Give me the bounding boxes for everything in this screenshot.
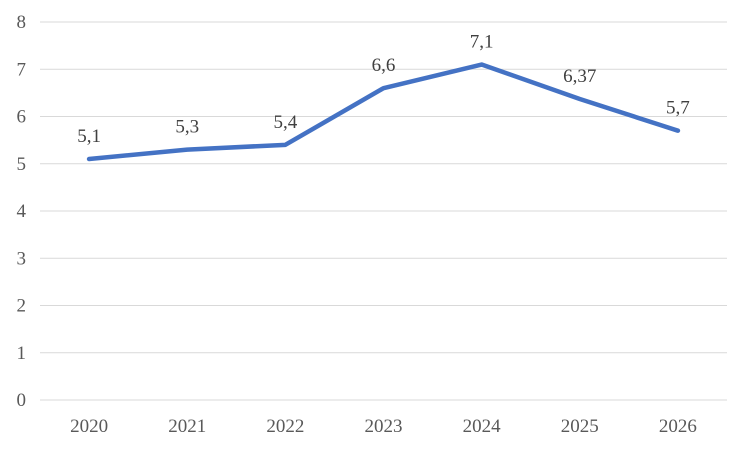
y-tick-label: 5 [17, 154, 27, 175]
x-tick-label: 2022 [266, 416, 304, 437]
x-tick-label: 2023 [365, 416, 403, 437]
data-point-label: 5,4 [273, 112, 297, 133]
data-labels-group: 5,1 5,3 5,4 6,6 7,1 6,37 5,7 [77, 32, 690, 147]
data-point-label: 5,3 [175, 117, 199, 138]
data-point-label: 6,37 [563, 66, 596, 87]
x-tick-label: 2021 [168, 416, 206, 437]
x-axis-labels-group: 2020 2021 2022 2023 2024 2025 2026 [70, 416, 697, 437]
x-tick-label: 2025 [561, 416, 599, 437]
data-point-label: 5,7 [666, 98, 690, 119]
gridlines-group [40, 21, 727, 401]
series-line [86, 62, 681, 162]
data-point-label: 7,1 [470, 32, 494, 53]
x-tick-label: 2024 [463, 416, 502, 437]
y-tick-label: 6 [17, 107, 27, 128]
x-tick-label: 2020 [70, 416, 108, 437]
y-tick-label: 0 [17, 390, 27, 411]
y-tick-label: 2 [17, 296, 27, 317]
y-tick-label: 7 [17, 59, 27, 80]
y-tick-label: 3 [17, 248, 27, 269]
y-tick-label: 1 [17, 343, 27, 364]
y-tick-label: 8 [17, 12, 27, 33]
data-point-label: 6,6 [372, 55, 396, 76]
data-point-label: 5,1 [77, 126, 101, 147]
y-tick-label: 4 [17, 201, 27, 222]
series-group [86, 62, 681, 162]
y-axis-labels-group: 0 1 2 3 4 5 6 7 8 [17, 12, 27, 411]
x-tick-label: 2026 [659, 416, 697, 437]
